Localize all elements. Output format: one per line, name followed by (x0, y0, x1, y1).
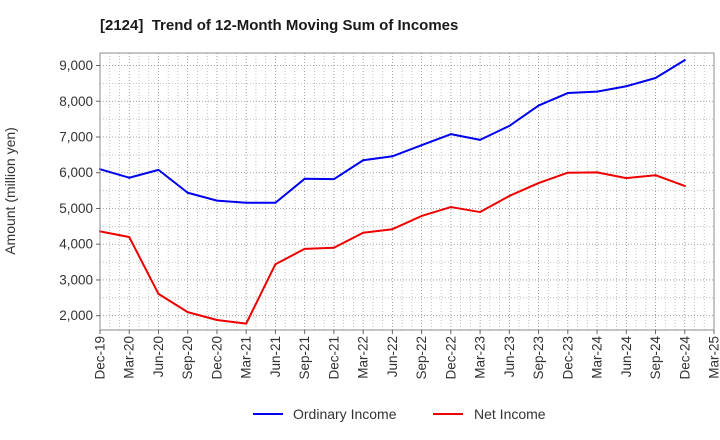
point-ordinary-income-dec-24 (683, 59, 686, 62)
point-ordinary-income-dec-21 (332, 178, 335, 181)
point-net-income-dec-22 (449, 206, 452, 209)
plot-area (99, 52, 715, 331)
y-tick-label-9000: 9,000 (59, 58, 93, 73)
legend-item-ordinary-income: Ordinary Income (253, 406, 397, 422)
x-tick-label-sep-20: Sep-20 (180, 336, 195, 380)
point-net-income-dec-23 (566, 171, 569, 174)
x-tick-label-sep-21: Sep-21 (297, 336, 312, 380)
point-ordinary-income-mar-23 (479, 138, 482, 141)
point-ordinary-income-jun-21 (274, 201, 277, 204)
y-tick-label-5000: 5,000 (59, 201, 93, 216)
point-ordinary-income-mar-22 (362, 159, 365, 162)
y-tick-label-3000: 3,000 (59, 272, 93, 287)
point-net-income-mar-20 (128, 236, 131, 239)
point-net-income-mar-23 (479, 211, 482, 214)
chart-title: [2124] Trend of 12-Month Moving Sum of I… (100, 17, 458, 34)
point-ordinary-income-dec-23 (566, 92, 569, 95)
x-tick-label-dec-19: Dec-19 (93, 336, 108, 380)
point-net-income-sep-24 (654, 174, 657, 177)
point-ordinary-income-mar-20 (128, 176, 131, 179)
point-net-income-jun-21 (274, 263, 277, 266)
y-tick-label-4000: 4,000 (59, 237, 93, 252)
point-net-income-sep-23 (537, 182, 540, 185)
point-net-income-dec-21 (332, 246, 335, 249)
y-axis-label: Amount (million yen) (2, 127, 18, 255)
x-tick-label-jun-24: Jun-24 (619, 336, 634, 378)
point-ordinary-income-jun-20 (157, 168, 160, 171)
x-tick-label-sep-23: Sep-23 (531, 336, 546, 380)
legend-item-net-income: Net Income (433, 406, 546, 422)
x-tick-label-jun-23: Jun-23 (502, 336, 517, 377)
x-tick-label-mar-21: Mar-21 (239, 336, 254, 379)
point-ordinary-income-jun-24 (625, 85, 628, 88)
point-ordinary-income-mar-21 (245, 201, 248, 204)
point-net-income-jun-23 (508, 194, 511, 197)
point-ordinary-income-sep-24 (654, 77, 657, 80)
x-tick-label-mar-23: Mar-23 (473, 336, 488, 379)
x-tick-label-dec-20: Dec-20 (209, 336, 224, 380)
plot-frame (99, 52, 715, 331)
y-tick-label-7000: 7,000 (59, 129, 93, 144)
legend-label-net-income: Net Income (474, 406, 546, 422)
point-net-income-dec-24 (683, 184, 686, 187)
x-tick-label-mar-22: Mar-22 (356, 336, 371, 379)
y-axis: 2,000 3,000 4,000 5,000 6,000 7,000 8,000 9,000 (59, 58, 100, 323)
legend: Ordinary Income Net Income (253, 406, 546, 422)
point-ordinary-income-sep-20 (186, 191, 189, 194)
point-net-income-jun-20 (157, 292, 160, 295)
point-net-income-sep-22 (420, 214, 423, 217)
x-tick-label-dec-22: Dec-22 (443, 336, 458, 380)
point-ordinary-income-jun-22 (391, 155, 394, 158)
point-ordinary-income-sep-23 (537, 104, 540, 107)
y-tick-label-2000: 2,000 (59, 308, 93, 323)
point-net-income-sep-20 (186, 311, 189, 314)
point-net-income-jun-24 (625, 177, 628, 180)
point-ordinary-income-dec-20 (215, 199, 218, 202)
x-tick-label-sep-24: Sep-24 (648, 336, 663, 380)
point-ordinary-income-sep-22 (420, 144, 423, 147)
point-ordinary-income-jun-23 (508, 124, 511, 127)
point-ordinary-income-mar-24 (596, 90, 599, 93)
x-tick-label-mar-25: Mar-25 (707, 336, 720, 379)
point-ordinary-income-dec-22 (449, 133, 452, 136)
point-ordinary-income-sep-21 (303, 177, 306, 180)
x-tick-label-jun-22: Jun-22 (385, 336, 400, 377)
legend-label-ordinary-income: Ordinary Income (293, 406, 397, 422)
grid-lines (100, 53, 714, 330)
point-net-income-sep-21 (303, 247, 306, 250)
point-net-income-dec-20 (215, 318, 218, 321)
x-axis: Dec-19 Mar-20 Jun-20 Sep-20 Dec-20 Mar-21 Jun-… (93, 330, 720, 380)
point-net-income-mar-22 (362, 231, 365, 234)
x-tick-label-dec-21: Dec-21 (326, 336, 341, 380)
point-net-income-mar-21 (245, 322, 248, 325)
x-tick-label-dec-23: Dec-23 (560, 336, 575, 380)
x-tick-label-sep-22: Sep-22 (414, 336, 429, 380)
y-tick-label-6000: 6,000 (59, 165, 93, 180)
x-tick-label-dec-24: Dec-24 (677, 336, 692, 380)
x-tick-label-mar-20: Mar-20 (122, 336, 137, 379)
plot-background (100, 53, 714, 330)
y-tick-label-8000: 8,000 (59, 94, 93, 109)
x-tick-label-mar-24: Mar-24 (590, 336, 605, 379)
point-net-income-jun-22 (391, 228, 394, 231)
x-tick-label-jun-21: Jun-21 (268, 336, 283, 377)
series-group (99, 59, 686, 325)
point-net-income-mar-24 (596, 171, 599, 174)
x-tick-label-jun-20: Jun-20 (151, 336, 166, 377)
